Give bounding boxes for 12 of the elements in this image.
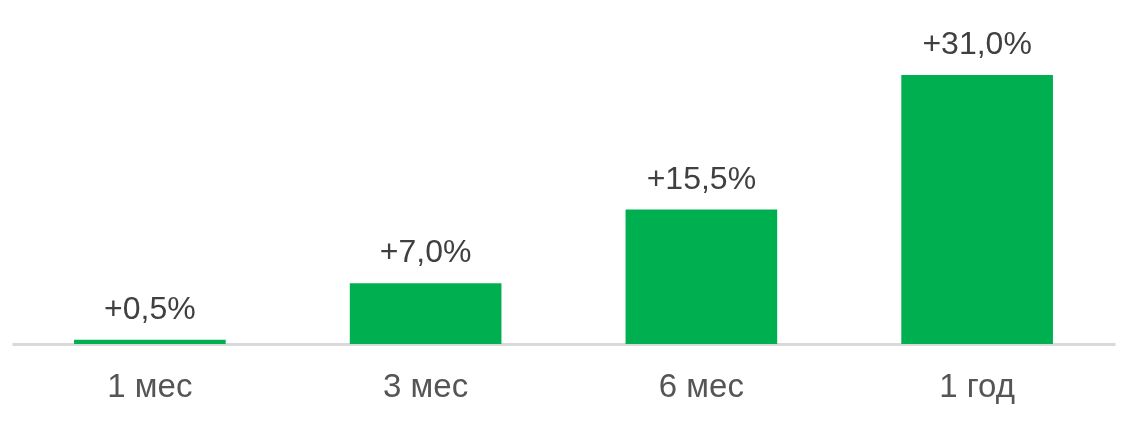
data-label: +7,0% (379, 233, 472, 270)
data-label: +15,5% (646, 159, 757, 196)
bar (901, 75, 1053, 344)
bar (625, 209, 778, 344)
data-label: +31,0% (922, 25, 1032, 61)
x-tick-label: 6 мес (658, 366, 744, 404)
x-tick-label: 3 мес (383, 366, 469, 404)
data-label: +0,5% (104, 289, 196, 326)
bar (349, 283, 502, 344)
x-tick-label: 1 мес (107, 366, 193, 404)
bar (74, 339, 226, 344)
x-tick-label: 1 год (939, 366, 1015, 404)
